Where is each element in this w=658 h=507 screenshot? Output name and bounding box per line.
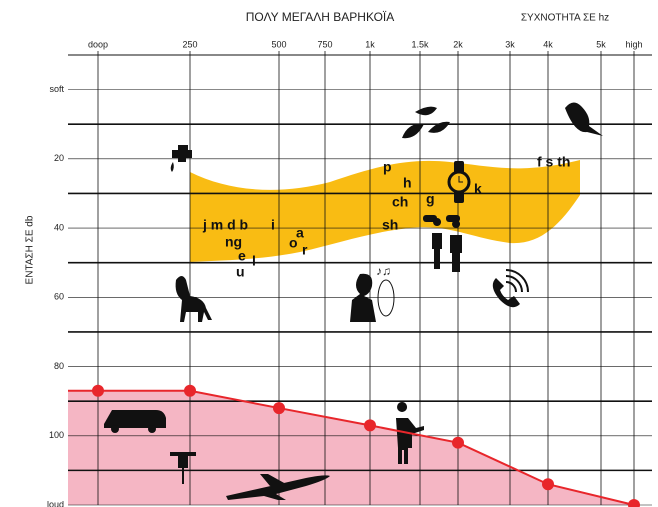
speech-sounds: j m d b i nge lu ao r ph ch g k sh f s th <box>202 154 570 280</box>
marks-layer <box>68 384 640 507</box>
people-icon <box>432 218 462 272</box>
speech-sound: r <box>302 242 308 258</box>
phone-waves <box>505 269 529 293</box>
speech-sound: f s th <box>537 154 570 170</box>
van-icon <box>104 410 166 428</box>
point <box>92 384 104 397</box>
y-tick-label: soft <box>49 84 64 94</box>
point <box>184 384 196 397</box>
point <box>364 419 376 432</box>
x-tick-label: 250 <box>182 39 197 49</box>
faucet-icon <box>170 145 192 172</box>
area <box>68 390 652 505</box>
x-tick-label: 5k <box>596 39 606 49</box>
speech-sound: u <box>236 264 245 280</box>
speech-sound: a <box>296 225 304 241</box>
y-tick-label: 40 <box>54 222 64 232</box>
speech-banana <box>190 160 580 262</box>
x-tick-label: 500 <box>271 39 286 49</box>
x-tick-label: 750 <box>317 39 332 49</box>
plane-icon <box>226 474 330 500</box>
speech-sound: o <box>289 235 298 251</box>
leaves-icon <box>402 106 450 139</box>
singer-icon <box>350 273 376 322</box>
x-axis-label: ΣΥΧΝΟΤΗΤΑ ΣΕ hz <box>521 13 609 24</box>
speech-sound: k <box>474 181 482 197</box>
x-tick-label: 4k <box>543 39 553 49</box>
point <box>542 478 554 491</box>
y-axis-label: ΕΝΤΑΣΗ ΣΕ db <box>25 215 36 284</box>
van-wheel <box>148 425 156 433</box>
x-tick-label: 1k <box>365 39 375 49</box>
speech-sound: e <box>238 248 246 264</box>
speech-sound: sh <box>382 217 398 233</box>
y-tick-label: loud <box>47 499 64 507</box>
line <box>68 389 635 506</box>
x-tick-label: doop <box>88 39 108 49</box>
watch-icon <box>447 161 471 203</box>
point <box>628 499 640 507</box>
van-wheel <box>111 425 119 433</box>
speech-sound: h <box>403 175 412 191</box>
speech-sound: ng <box>225 234 242 250</box>
y-tick-label: 20 <box>54 153 64 163</box>
x-tick-label: high <box>625 39 642 49</box>
x-tick-label: 2k <box>453 39 463 49</box>
x-tick-label: 3k <box>505 39 515 49</box>
speech-sound: p <box>383 159 392 175</box>
speech-sound: l <box>252 253 256 269</box>
note-icon: ♪♫ <box>376 264 391 278</box>
jackhammer-icon <box>170 452 196 484</box>
bird-icon <box>565 102 603 136</box>
cord-icon <box>377 279 395 317</box>
grid-layer: doop 250 500 750 1k 1.5k 2k 3k 4k 5k high soft 20 40 6… <box>47 39 652 507</box>
y-tick-label: 60 <box>54 292 64 302</box>
y-tick-label: 80 <box>54 361 64 371</box>
point <box>452 436 464 449</box>
area-layer <box>68 390 652 505</box>
point <box>273 402 285 415</box>
speech-sound: i <box>271 217 275 233</box>
y-tick-label: 100 <box>49 430 64 440</box>
dog-icon <box>175 276 212 322</box>
x-tick-label: 1.5k <box>411 39 429 49</box>
speech-sound: j m d b <box>202 217 248 233</box>
speech-sound: g <box>426 191 435 207</box>
phone-icon <box>492 278 520 308</box>
speech-sound: ch <box>392 194 408 210</box>
chart-title: ΠΟΛΥ ΜΕΓΑΛΗ ΒΑΡΗΚΟΪΑ <box>246 10 395 24</box>
